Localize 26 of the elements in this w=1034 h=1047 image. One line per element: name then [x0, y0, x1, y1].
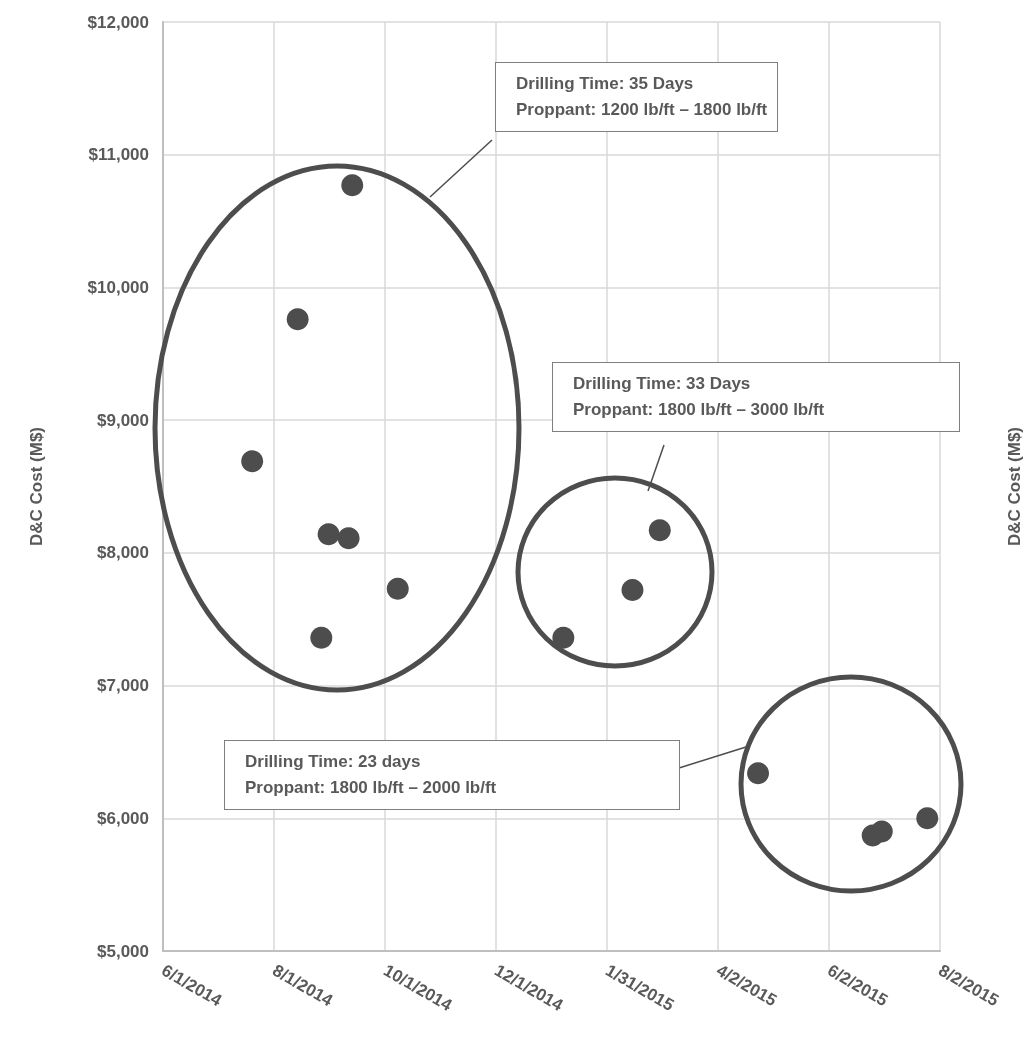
point	[747, 762, 770, 785]
callout-box: Drilling Time: 23 days Proppant: 1800 lb/ft – 2000 lb/ft	[224, 740, 680, 810]
point	[317, 523, 340, 546]
y-axis-title: D&C Cost (M$)	[27, 427, 46, 546]
y-tick-label: $6,000	[97, 808, 149, 828]
y-tick-label: $5,000	[97, 941, 149, 961]
point	[916, 807, 939, 830]
y-tick-label: $11,000	[88, 145, 149, 165]
y-tick-label: $8,000	[97, 543, 149, 563]
point	[552, 626, 575, 649]
point	[621, 579, 644, 602]
point	[241, 450, 264, 473]
y-tick-label: $7,000	[97, 676, 149, 696]
callout-box: Drilling Time: 33 Days Proppant: 1800 lb/ft – 3000 lb/ft	[552, 362, 960, 432]
callout-box: Drilling Time: 35 Days Proppant: 1200 lb/ft – 1800 lb/ft	[495, 62, 778, 132]
y-tick-label: $9,000	[97, 410, 149, 430]
y-tick-label: $10,000	[87, 277, 149, 297]
point	[310, 626, 333, 649]
point	[341, 174, 364, 197]
point	[386, 577, 409, 600]
y-tick-label: $12,000	[87, 12, 149, 32]
point	[286, 308, 309, 331]
y2-axis-title: D&C Cost (M$)	[1005, 427, 1024, 546]
point	[337, 527, 360, 550]
point	[648, 519, 671, 542]
point	[870, 820, 893, 843]
